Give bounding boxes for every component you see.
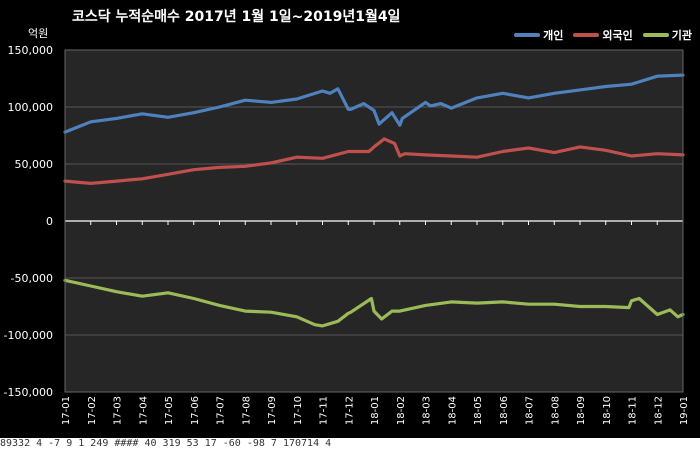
legend-label-foreign: 외국인 (602, 29, 633, 42)
x-tick-label: 17-06 (190, 396, 201, 425)
x-tick-label: 17-10 (293, 396, 304, 425)
legend-item-institution: 기관 (642, 27, 692, 43)
x-tick-label: 17-07 (216, 396, 227, 425)
x-tick-label: 18-04 (447, 396, 458, 425)
chart-frame: 코스닥 누적순매수 2017년 1월 1일~2019년1월4일 억원 개인 외국… (0, 0, 700, 438)
x-tick-label: 18-09 (576, 396, 587, 425)
x-tick-label: 17-12 (344, 396, 355, 425)
x-tick-label: 18-01 (370, 396, 381, 425)
x-tick-label: 17-03 (113, 396, 124, 425)
line-chart: 150,000 100,000 50,000 0 -50,000 -100,000 -150… (4, 44, 690, 425)
x-tick-label: 18-08 (550, 396, 561, 425)
plot-border (64, 49, 684, 393)
y-axis-unit-label: 억원 (28, 27, 49, 40)
y-tick-label: 50,000 (15, 158, 54, 171)
x-tick-label: 17-08 (241, 396, 252, 425)
legend-item-foreign: 외국인 (573, 27, 633, 43)
x-tick-label: 18-07 (525, 396, 536, 425)
x-tick-label: 18-06 (499, 396, 510, 425)
x-tick-label: 17-11 (319, 396, 330, 425)
x-tick-label: 18-10 (602, 396, 613, 425)
y-tick-label: 150,000 (8, 44, 54, 57)
legend-label-institution: 기관 (671, 29, 692, 42)
x-tick-label: 18-12 (653, 396, 664, 425)
x-tick-label: 17-05 (164, 396, 175, 425)
x-tick-label: 18-02 (396, 396, 407, 425)
y-tick-label: -100,000 (4, 329, 53, 342)
x-tick-label: 19-01 (679, 396, 690, 425)
series-line-1 (63, 137, 685, 185)
x-tick-label: 17-09 (267, 396, 278, 425)
x-tick-label: 17-01 (61, 396, 72, 425)
legend-swatch-foreign (573, 33, 600, 37)
x-tick-label: 17-02 (87, 396, 98, 425)
bottom-data-strip: 89332 4 -7 9 1 249 #### 40 319 53 17 -60… (0, 438, 332, 449)
legend-swatch-institution (642, 33, 669, 37)
y-tick-label: -150,000 (4, 386, 53, 399)
series-line-2 (63, 278, 685, 328)
series-line-0 (63, 73, 685, 134)
legend: 개인 외국인 기관 (514, 27, 692, 43)
y-tick-label: 100,000 (8, 101, 54, 114)
x-tick-label: 18-11 (628, 396, 639, 425)
legend-swatch-individual (514, 33, 541, 37)
chart-title: 코스닥 누적순매수 2017년 1월 1일~2019년1월4일 (72, 9, 401, 25)
y-tick-label: -50,000 (11, 272, 53, 285)
y-tick-label: 0 (46, 215, 53, 228)
x-tick-label: 18-03 (422, 396, 433, 425)
legend-item-individual: 개인 (514, 27, 563, 43)
x-tick-label: 18-05 (473, 396, 484, 425)
x-tick-label: 17-04 (138, 396, 149, 425)
legend-label-individual: 개인 (543, 29, 564, 42)
